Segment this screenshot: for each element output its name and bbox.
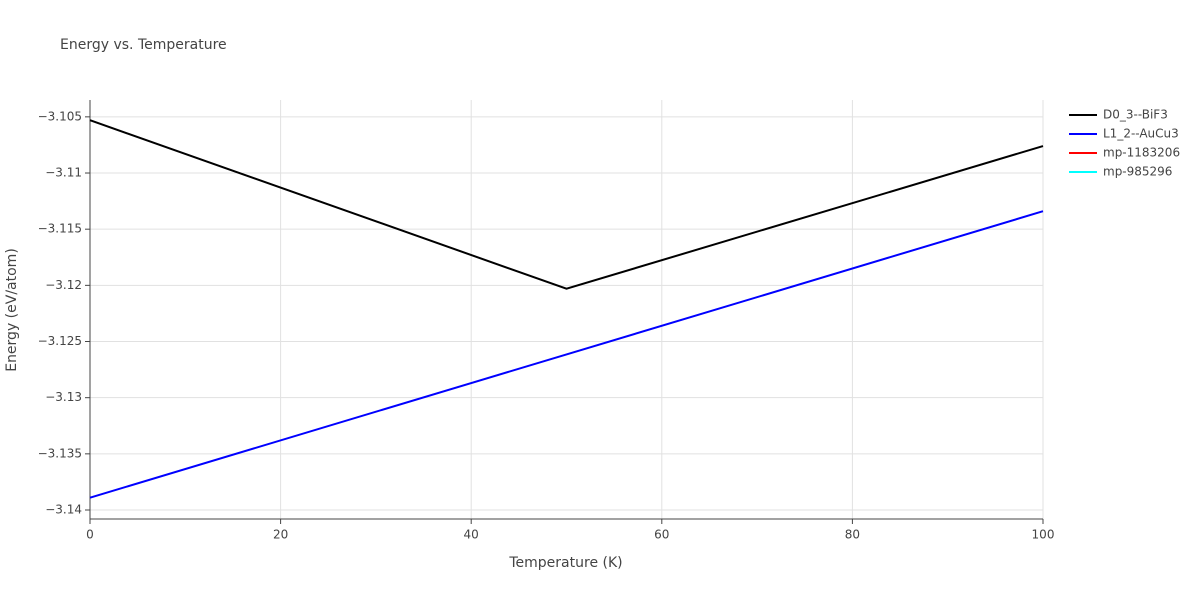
y-tick-label: −3.14 [45, 503, 82, 517]
y-tick-label: −3.12 [45, 278, 82, 292]
y-tick-label: −3.105 [38, 109, 82, 123]
legend-label: L1_2--AuCu3 [1103, 127, 1179, 141]
legend-label: mp-985296 [1103, 165, 1172, 179]
y-tick-label: −3.115 [38, 222, 82, 236]
y-tick-label: −3.13 [45, 390, 82, 404]
x-tick-label: 40 [464, 528, 479, 542]
y-tick-label: −3.135 [38, 446, 82, 460]
legend-label: mp-1183206 [1103, 146, 1180, 160]
y-tick-label: −3.125 [38, 334, 82, 348]
x-axis-title: Temperature (K) [508, 555, 622, 571]
series-line [89, 210, 1044, 499]
x-tick-label: 80 [845, 528, 860, 542]
x-tick-label: 60 [654, 528, 669, 542]
legend-label: D0_3--BiF3 [1103, 108, 1168, 122]
y-tick-label: −3.11 [45, 166, 82, 180]
y-axis-title: Energy (eV/atom) [4, 248, 20, 372]
x-tick-label: 20 [273, 528, 288, 542]
chart-title: Energy vs. Temperature [60, 37, 227, 53]
x-tick-label: 100 [1032, 528, 1055, 542]
series-line [89, 119, 1044, 290]
x-tick-label: 0 [86, 528, 94, 542]
